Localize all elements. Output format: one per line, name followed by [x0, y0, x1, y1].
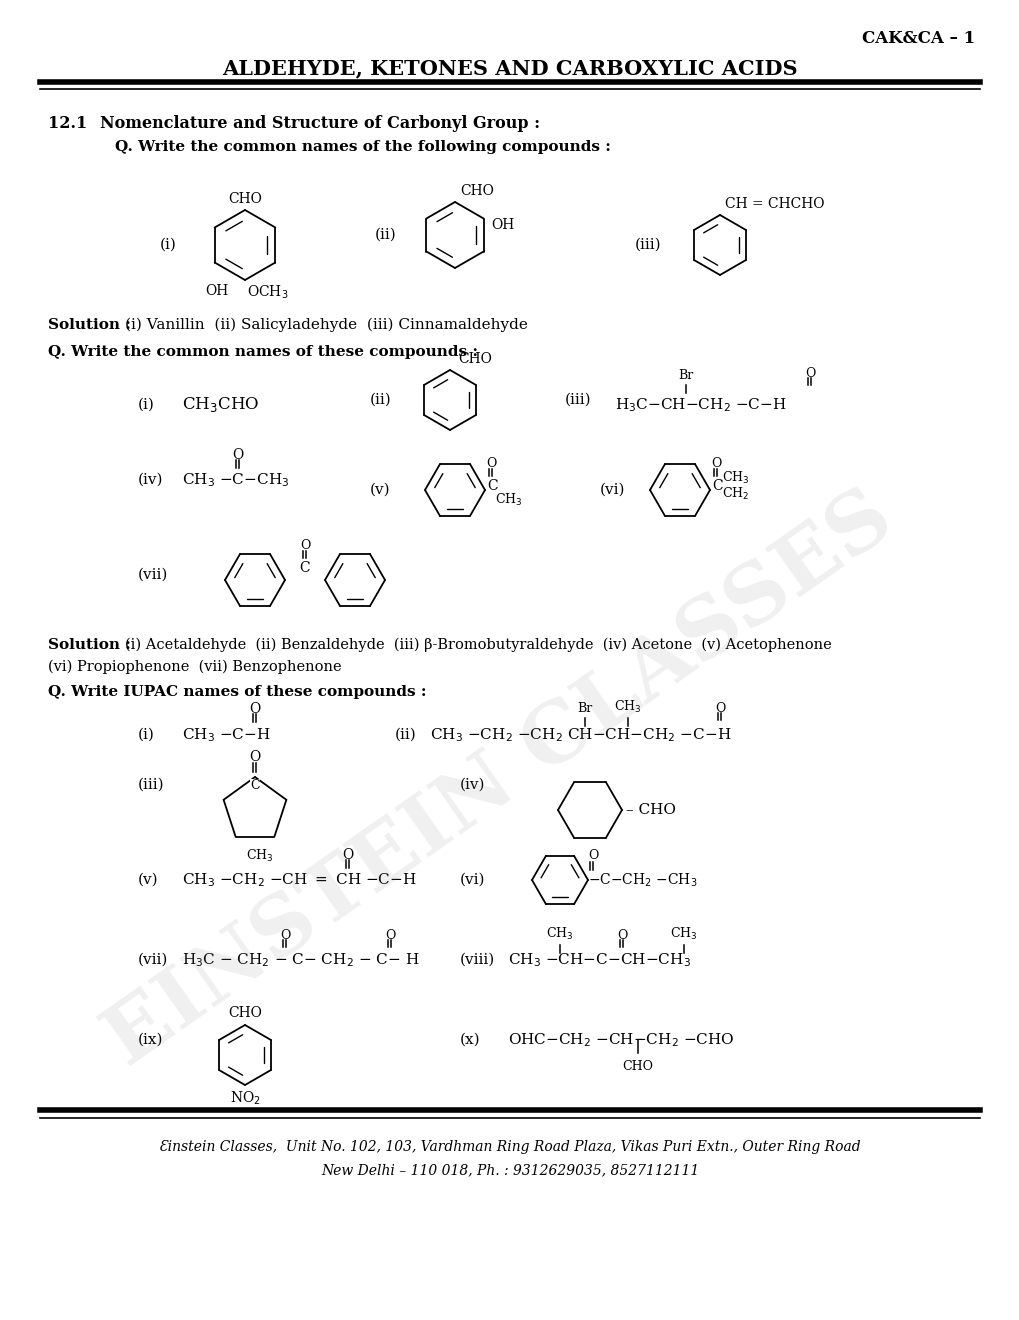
Text: O: O [384, 929, 394, 942]
Text: O: O [710, 457, 720, 470]
Text: (iii): (iii) [635, 238, 661, 252]
Text: CH$_3$CHO: CH$_3$CHO [181, 396, 259, 414]
Text: CH$_3$: CH$_3$ [246, 847, 273, 865]
Text: OH: OH [490, 218, 514, 232]
Text: Ɛinstein Classes,  Unit No. 102, 103, Vardhman Ring Road Plaza, Vikas Puri Extn.: Ɛinstein Classes, Unit No. 102, 103, Var… [159, 1140, 860, 1154]
Text: EINSTEIN CLASSES: EINSTEIN CLASSES [92, 478, 907, 1082]
Text: CH$_3$: CH$_3$ [494, 492, 522, 508]
Text: (i) Acetaldehyde  (ii) Benzaldehyde  (iii) β-Bromobutyraldehyde  (iv) Acetone  (: (i) Acetaldehyde (ii) Benzaldehyde (iii)… [125, 638, 830, 652]
Text: (i): (i) [160, 238, 176, 252]
Text: O: O [342, 847, 354, 862]
Text: O: O [485, 457, 495, 470]
Text: CH$_3$ $-$C$-$H: CH$_3$ $-$C$-$H [181, 726, 271, 744]
Text: (v): (v) [370, 483, 390, 498]
Text: OH: OH [206, 284, 229, 298]
Text: OCH$_3$: OCH$_3$ [247, 284, 288, 301]
Text: (iv): (iv) [460, 777, 485, 792]
Text: (iii): (iii) [138, 777, 164, 792]
Text: $-$C$-$CH$_2$ $-$CH$_3$: $-$C$-$CH$_2$ $-$CH$_3$ [587, 871, 697, 888]
Text: (i): (i) [138, 729, 155, 742]
Text: (vii): (vii) [138, 568, 168, 582]
Text: C: C [486, 479, 497, 492]
Text: O: O [249, 702, 261, 715]
Text: Solution :: Solution : [48, 638, 130, 652]
Text: NO$_2$: NO$_2$ [229, 1090, 260, 1107]
Text: Q. Write the common names of these compounds :: Q. Write the common names of these compo… [48, 345, 478, 359]
Text: CH = CHCHO: CH = CHCHO [725, 197, 823, 211]
Text: CH$_3$ $-$C$-$CH$_3$: CH$_3$ $-$C$-$CH$_3$ [181, 471, 289, 488]
Text: Q. Write the common names of the following compounds :: Q. Write the common names of the followi… [115, 140, 610, 154]
Text: O: O [300, 539, 310, 552]
Text: (vi): (vi) [599, 483, 625, 498]
Text: (ii): (ii) [394, 729, 417, 742]
Text: – CHO: – CHO [626, 803, 676, 817]
Text: CHO: CHO [460, 183, 493, 198]
Text: CHO: CHO [458, 352, 491, 366]
Text: Nomenclature and Structure of Carbonyl Group :: Nomenclature and Structure of Carbonyl G… [100, 115, 540, 132]
Text: (i) Vanillin  (ii) Salicyladehyde  (iii) Cinnamaldehyde: (i) Vanillin (ii) Salicyladehyde (iii) C… [125, 318, 528, 333]
Text: CH$_2$: CH$_2$ [721, 486, 749, 502]
Text: (ii): (ii) [375, 228, 396, 242]
Text: C: C [711, 479, 721, 492]
Text: CH$_3$ $-$CH$-$C$-$CH$-$CH$_3$: CH$_3$ $-$CH$-$C$-$CH$-$CH$_3$ [507, 952, 690, 969]
Text: O: O [804, 367, 814, 380]
Text: (ix): (ix) [138, 1034, 163, 1047]
Text: (vi) Propiophenone  (vii) Benzophenone: (vi) Propiophenone (vii) Benzophenone [48, 660, 341, 675]
Text: (v): (v) [138, 873, 159, 887]
Text: C: C [300, 561, 310, 576]
Text: (viii): (viii) [460, 953, 495, 968]
Text: H$_3$C $-$ CH$_2$ $-$ C$-$ CH$_2$ $-$ C$-$ H: H$_3$C $-$ CH$_2$ $-$ C$-$ CH$_2$ $-$ C$… [181, 952, 419, 969]
Text: OHC$-$CH$_2$ $-$CH$-$CH$_2$ $-$CHO: OHC$-$CH$_2$ $-$CH$-$CH$_2$ $-$CHO [507, 1031, 734, 1049]
Text: CHO: CHO [228, 1006, 262, 1020]
Text: Solution :: Solution : [48, 318, 130, 333]
Text: O: O [714, 702, 725, 715]
Text: Br: Br [678, 370, 693, 381]
Text: (iv): (iv) [138, 473, 163, 487]
Text: CH$_3$: CH$_3$ [669, 925, 697, 942]
Text: (vii): (vii) [138, 953, 168, 968]
Text: CH$_3$: CH$_3$ [613, 698, 641, 715]
Text: (x): (x) [460, 1034, 480, 1047]
Text: O: O [587, 849, 598, 862]
Text: 12.1: 12.1 [48, 115, 88, 132]
Text: CH$_3$: CH$_3$ [546, 925, 573, 942]
Text: (ii): (ii) [370, 393, 391, 407]
Text: (vi): (vi) [460, 873, 485, 887]
Text: New Delhi – 110 018, Ph. : 9312629035, 8527112111: New Delhi – 110 018, Ph. : 9312629035, 8… [321, 1163, 698, 1177]
Text: CHO: CHO [622, 1060, 653, 1073]
Text: CH$_3$: CH$_3$ [721, 470, 749, 486]
Text: (iii): (iii) [565, 393, 591, 407]
Text: C: C [250, 779, 260, 792]
Text: (i): (i) [138, 399, 155, 412]
Text: O: O [279, 929, 289, 942]
Text: CAK&CA – 1: CAK&CA – 1 [861, 30, 974, 48]
Text: CH$_3$ $-$CH$_2$ $-$CH$_2$ CH$-$CH$-$CH$_2$ $-$C$-$H: CH$_3$ $-$CH$_2$ $-$CH$_2$ CH$-$CH$-$CH$… [430, 726, 731, 744]
Text: ALDEHYDE, KETONES AND CARBOXYLIC ACIDS: ALDEHYDE, KETONES AND CARBOXYLIC ACIDS [222, 58, 797, 78]
Text: O: O [616, 929, 627, 942]
Text: O: O [232, 447, 244, 462]
Text: H$_3$C$-$CH$-$CH$_2$ $-$C$-$H: H$_3$C$-$CH$-$CH$_2$ $-$C$-$H [614, 396, 786, 414]
Text: CH$_3$ $-$CH$_2$ $-$CH $=$ CH $-$C$-$H: CH$_3$ $-$CH$_2$ $-$CH $=$ CH $-$C$-$H [181, 871, 417, 888]
Text: O: O [249, 750, 261, 764]
Text: Q. Write IUPAC names of these compounds :: Q. Write IUPAC names of these compounds … [48, 685, 426, 700]
Text: CHO: CHO [228, 191, 262, 206]
Text: Br: Br [577, 702, 592, 715]
